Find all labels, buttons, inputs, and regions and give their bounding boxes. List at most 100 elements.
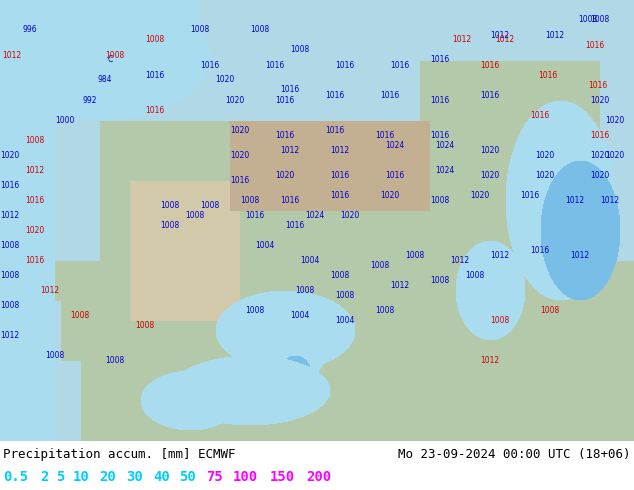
Text: 1012: 1012 (453, 35, 472, 45)
Text: 1024: 1024 (436, 166, 455, 174)
Text: 1008: 1008 (160, 220, 179, 229)
Text: C: C (107, 55, 113, 65)
Text: 1016: 1016 (280, 196, 300, 204)
Text: 1016: 1016 (25, 255, 44, 265)
Text: 150: 150 (269, 470, 295, 484)
Text: 1012: 1012 (3, 50, 22, 59)
Text: 1012: 1012 (391, 280, 410, 290)
Text: 1004: 1004 (335, 316, 354, 324)
Text: 1020: 1020 (481, 171, 500, 179)
Text: 1020: 1020 (216, 75, 235, 84)
Text: 1016: 1016 (538, 71, 558, 79)
Text: 1020: 1020 (590, 150, 610, 160)
Text: 1016: 1016 (245, 211, 264, 220)
Text: 1012: 1012 (491, 250, 510, 260)
Text: 1012: 1012 (600, 196, 619, 204)
Text: 1024: 1024 (436, 141, 455, 149)
Text: 1008: 1008 (70, 311, 89, 319)
Text: 50: 50 (179, 470, 196, 484)
Text: 1016: 1016 (385, 171, 404, 179)
Text: 1016: 1016 (280, 85, 300, 95)
Text: 1016: 1016 (275, 96, 295, 104)
Text: 1016: 1016 (325, 91, 345, 99)
Text: 1008: 1008 (295, 286, 314, 294)
Text: Precipitation accum. [mm] ECMWF: Precipitation accum. [mm] ECMWF (3, 448, 236, 462)
Text: 1008: 1008 (105, 356, 125, 365)
Text: 984: 984 (98, 75, 112, 84)
Text: 1008: 1008 (1, 241, 20, 249)
Text: 1016: 1016 (430, 55, 450, 65)
Text: 1016: 1016 (375, 130, 394, 140)
Text: 30: 30 (126, 470, 143, 484)
Text: 1012: 1012 (25, 166, 44, 174)
Text: 1016: 1016 (430, 130, 450, 140)
Text: 1020: 1020 (340, 211, 359, 220)
Text: 1016: 1016 (335, 60, 354, 70)
Text: 1020: 1020 (230, 150, 250, 160)
Text: 1016: 1016 (588, 80, 607, 90)
Text: 1016: 1016 (380, 91, 399, 99)
Text: 1016: 1016 (275, 130, 295, 140)
Text: 1008: 1008 (405, 250, 425, 260)
Text: 1004: 1004 (301, 255, 320, 265)
Text: 1016: 1016 (531, 111, 550, 120)
Text: 1012: 1012 (566, 196, 585, 204)
Text: 1004: 1004 (256, 241, 275, 249)
Text: 1008: 1008 (185, 211, 205, 220)
Text: 1024: 1024 (306, 211, 325, 220)
Text: 1016: 1016 (200, 60, 219, 70)
Text: 1012: 1012 (280, 146, 299, 154)
Text: 1008: 1008 (136, 320, 155, 329)
Text: 1016: 1016 (590, 130, 610, 140)
Text: 1008: 1008 (1, 270, 20, 279)
Text: 1016: 1016 (266, 60, 285, 70)
Text: 1020: 1020 (225, 96, 245, 104)
Text: 1008: 1008 (200, 200, 219, 210)
Text: 1016: 1016 (285, 220, 304, 229)
Text: 1008: 1008 (290, 46, 309, 54)
Text: 1016: 1016 (430, 96, 450, 104)
Text: 1012: 1012 (330, 146, 349, 154)
Text: 1008: 1008 (46, 350, 65, 360)
Text: 1020: 1020 (470, 191, 489, 199)
Text: 0.5: 0.5 (3, 470, 29, 484)
Text: 1008: 1008 (190, 25, 210, 34)
Text: 1008: 1008 (160, 200, 179, 210)
Text: Mo 23-09-2024 00:00 UTC (18+06): Mo 23-09-2024 00:00 UTC (18+06) (398, 448, 631, 462)
Text: 1004: 1004 (290, 311, 309, 319)
Text: 200: 200 (306, 470, 332, 484)
Text: 1008: 1008 (145, 35, 165, 45)
Text: 2: 2 (40, 470, 48, 484)
Text: 1016: 1016 (585, 41, 605, 49)
Text: 1008: 1008 (540, 305, 560, 315)
Text: 1016: 1016 (1, 180, 20, 190)
Text: 1008: 1008 (490, 316, 510, 324)
Text: 1020: 1020 (590, 171, 610, 179)
Text: 1020: 1020 (275, 171, 295, 179)
Text: 1012: 1012 (545, 30, 564, 40)
Text: 1008: 1008 (375, 305, 394, 315)
Text: 1012: 1012 (1, 211, 20, 220)
Text: 1020: 1020 (535, 171, 555, 179)
Text: 10: 10 (73, 470, 89, 484)
Text: 1020: 1020 (25, 225, 44, 235)
Text: 1012: 1012 (450, 255, 470, 265)
Text: 1016: 1016 (325, 125, 345, 134)
Text: 1020: 1020 (481, 146, 500, 154)
Text: 1008: 1008 (1, 300, 20, 310)
Text: 1016: 1016 (330, 191, 349, 199)
Text: 1020: 1020 (535, 150, 555, 160)
Text: 1008: 1008 (240, 196, 260, 204)
Text: 1012: 1012 (491, 30, 510, 40)
Text: 1012: 1012 (571, 250, 590, 260)
Text: 20: 20 (100, 470, 116, 484)
Text: 1020: 1020 (1, 150, 20, 160)
Text: 1016: 1016 (330, 171, 349, 179)
Text: 5: 5 (56, 470, 65, 484)
Text: 1008: 1008 (590, 16, 610, 24)
Text: 1016: 1016 (531, 245, 550, 254)
Text: 1016: 1016 (145, 71, 165, 79)
Text: 1020: 1020 (380, 191, 399, 199)
Text: 1012: 1012 (481, 356, 500, 365)
Text: 1024: 1024 (385, 141, 404, 149)
